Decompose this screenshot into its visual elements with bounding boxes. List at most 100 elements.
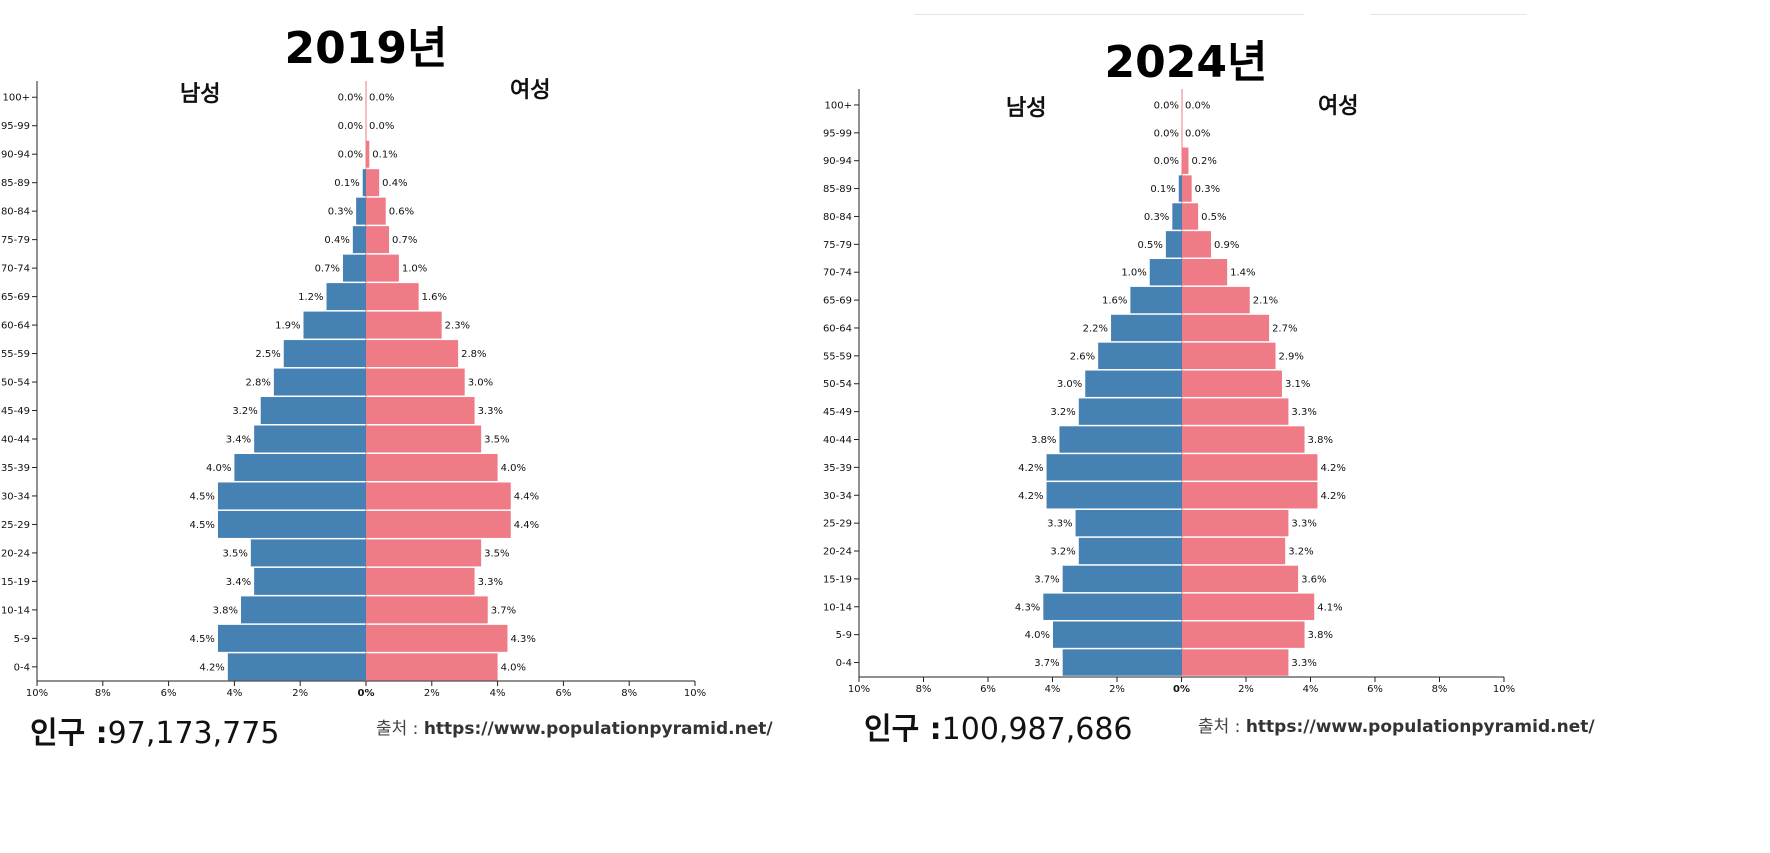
source-link-2024[interactable]: https://www.populationpyramid.net/ [1245,717,1595,737]
male-value-label: 0.3% [1144,212,1169,223]
y-tick-label: 30-34 [1,491,30,502]
y-tick-label: 50-54 [1,378,30,389]
female-value-label: 2.7% [1272,323,1297,334]
male-value-label: 0.0% [1154,128,1179,139]
female-label-2024: 여성 [1318,94,1359,119]
male-value-label: 3.2% [232,406,257,417]
y-tick-label: 35-39 [1,463,30,474]
female-bar [366,368,465,396]
male-value-label: 0.4% [324,235,349,246]
y-tick-label: 90-94 [823,156,852,167]
y-tick-label: 0-4 [836,658,852,669]
chart-title-2019: 2019년 [284,23,448,74]
male-bar [1130,286,1182,314]
population-label: 인구 : [864,712,942,747]
male-value-label: 0.7% [315,264,340,275]
male-value-label: 4.3% [1015,602,1040,613]
male-bar [1046,454,1182,481]
male-value-label: 0.1% [1150,184,1175,195]
female-value-label: 4.0% [501,463,526,474]
female-bar [366,283,419,311]
male-bar [1062,649,1182,676]
population-value-2024: 100,987,686 [941,712,1133,747]
y-tick-label: 100+ [825,100,852,111]
female-bar [366,425,482,453]
male-bar [217,482,366,510]
male-bar [1165,231,1182,258]
female-value-label: 0.9% [1214,240,1239,251]
y-tick-label: 15-19 [823,574,852,585]
y-tick-label: 85-89 [1,178,30,189]
x-tick-label: 0% [1173,684,1190,695]
male-bar [352,226,366,254]
female-bar [366,226,390,254]
source-link-2019[interactable]: https://www.populationpyramid.net/ [423,719,773,739]
x-tick-label: 4% [1303,684,1319,695]
female-value-label: 0.0% [1185,128,1210,139]
y-tick-label: 25-29 [823,519,852,530]
y-tick-label: 20-24 [1,548,30,559]
male-value-label: 0.3% [328,207,353,218]
source-2019: 출처 : https://www.populationpyramid.net/ [376,714,773,739]
male-bar [250,539,366,567]
male-value-label: 3.3% [1047,519,1072,530]
male-value-label: 4.0% [1025,630,1050,641]
female-value-label: 4.3% [510,634,535,645]
female-value-label: 3.3% [1291,658,1316,669]
female-bar [1182,342,1276,370]
source-label: 출처 : [1198,717,1241,737]
female-value-label: 0.4% [382,178,407,189]
male-value-label: 3.7% [1034,574,1059,585]
y-tick-label: 20-24 [823,547,852,558]
male-value-label: 3.0% [1057,379,1082,390]
female-bar [366,397,475,425]
male-value-label: 4.2% [199,662,224,673]
female-bar [1182,482,1318,509]
female-value-label: 4.1% [1317,602,1342,613]
male-value-label: 4.2% [1018,491,1043,502]
male-bar [1059,426,1182,453]
male-label-2024: 남성 [1006,96,1047,121]
female-label-2019: 여성 [510,78,551,103]
male-value-label: 0.0% [338,121,363,132]
female-bar [1182,565,1299,593]
female-bar [366,482,511,510]
source-label: 출처 : [376,719,419,739]
female-bar [366,169,380,197]
female-value-label: 0.7% [392,235,417,246]
top-divider-line-2 [1370,14,1527,15]
y-tick-label: 5-9 [14,634,30,645]
female-bar [1182,398,1289,425]
male-bar [1149,259,1182,286]
female-bar [1182,286,1250,314]
x-tick-label: 2% [292,688,308,699]
male-value-label: 2.6% [1070,351,1095,362]
y-tick-label: 15-19 [1,577,30,588]
female-bar [1182,537,1286,565]
male-value-label: 2.5% [255,349,280,360]
y-tick-label: 0-4 [14,662,30,673]
male-bar [1075,509,1182,537]
y-tick-label: 75-79 [823,240,852,251]
male-bar [1062,565,1182,593]
x-tick-label: 8% [1432,684,1448,695]
male-bar [1098,342,1182,370]
female-bar [1182,621,1305,648]
male-label-2019: 남성 [180,82,221,107]
female-value-label: 4.4% [514,520,539,531]
x-tick-label: 4% [490,688,506,699]
male-value-label: 3.8% [213,605,238,616]
y-tick-label: 30-34 [823,491,852,502]
male-value-label: 4.2% [1018,463,1043,474]
pyramid-chart-2019: 10% 8% 6% 4% 2% 0% 2% 4% 6% 8% 10% 100+ 0.0% 0.0% 95-9… [1,81,706,699]
male-bar [1085,370,1182,397]
female-value-label: 2.8% [461,349,486,360]
female-value-label: 0.0% [369,121,394,132]
female-value-label: 3.8% [1308,435,1333,446]
y-tick-label: 25-29 [1,520,30,531]
source-2024: 출처 : https://www.populationpyramid.net/ [1198,712,1595,737]
male-value-label: 1.9% [275,321,300,332]
y-tick-label: 95-99 [1,121,30,132]
y-tick-label: 45-49 [823,407,852,418]
female-bar [366,340,459,368]
